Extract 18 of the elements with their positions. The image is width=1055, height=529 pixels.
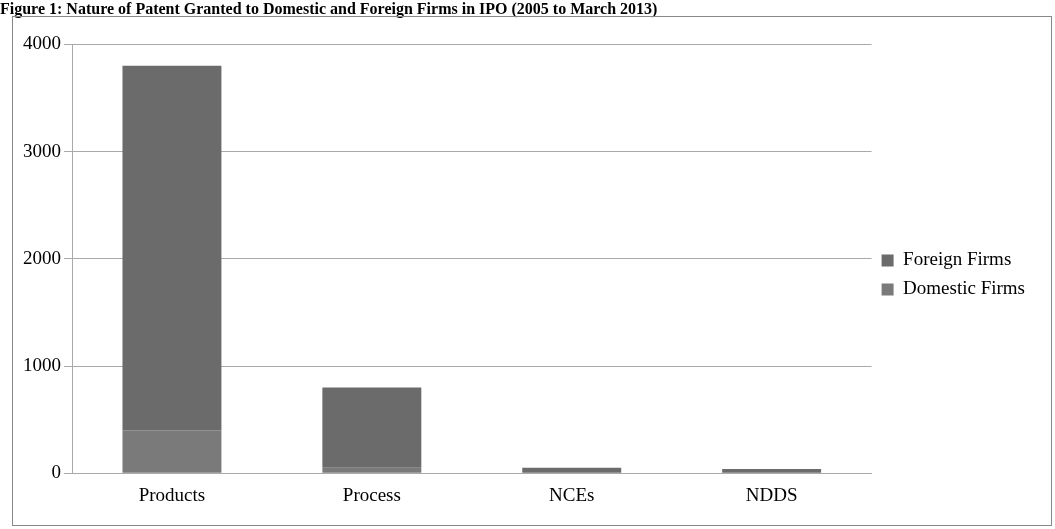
chart-title: Figure 1: Nature of Patent Granted to Domestic and Foreign Firms in IPO (2005 to March 2013) xyxy=(0,0,659,18)
y-tick-label: 3000 xyxy=(23,139,61,161)
bar xyxy=(322,387,422,468)
bar xyxy=(322,467,422,473)
legend-label: Domestic Firms xyxy=(903,277,1026,299)
bar xyxy=(722,468,822,473)
bar xyxy=(522,467,622,473)
x-tick-label: Process xyxy=(342,483,401,505)
x-tick-label: NDDS xyxy=(745,483,798,505)
x-tick-label: NCEs xyxy=(549,483,595,505)
y-tick-label: 4000 xyxy=(23,32,61,54)
y-tick-label: 1000 xyxy=(23,353,61,375)
y-tick-label: 2000 xyxy=(23,246,61,268)
y-tick-label: 0 xyxy=(51,461,61,483)
x-tick-label: Products xyxy=(138,483,206,505)
bar xyxy=(122,65,222,431)
bar xyxy=(122,430,222,473)
legend-label: Foreign Firms xyxy=(903,248,1012,270)
